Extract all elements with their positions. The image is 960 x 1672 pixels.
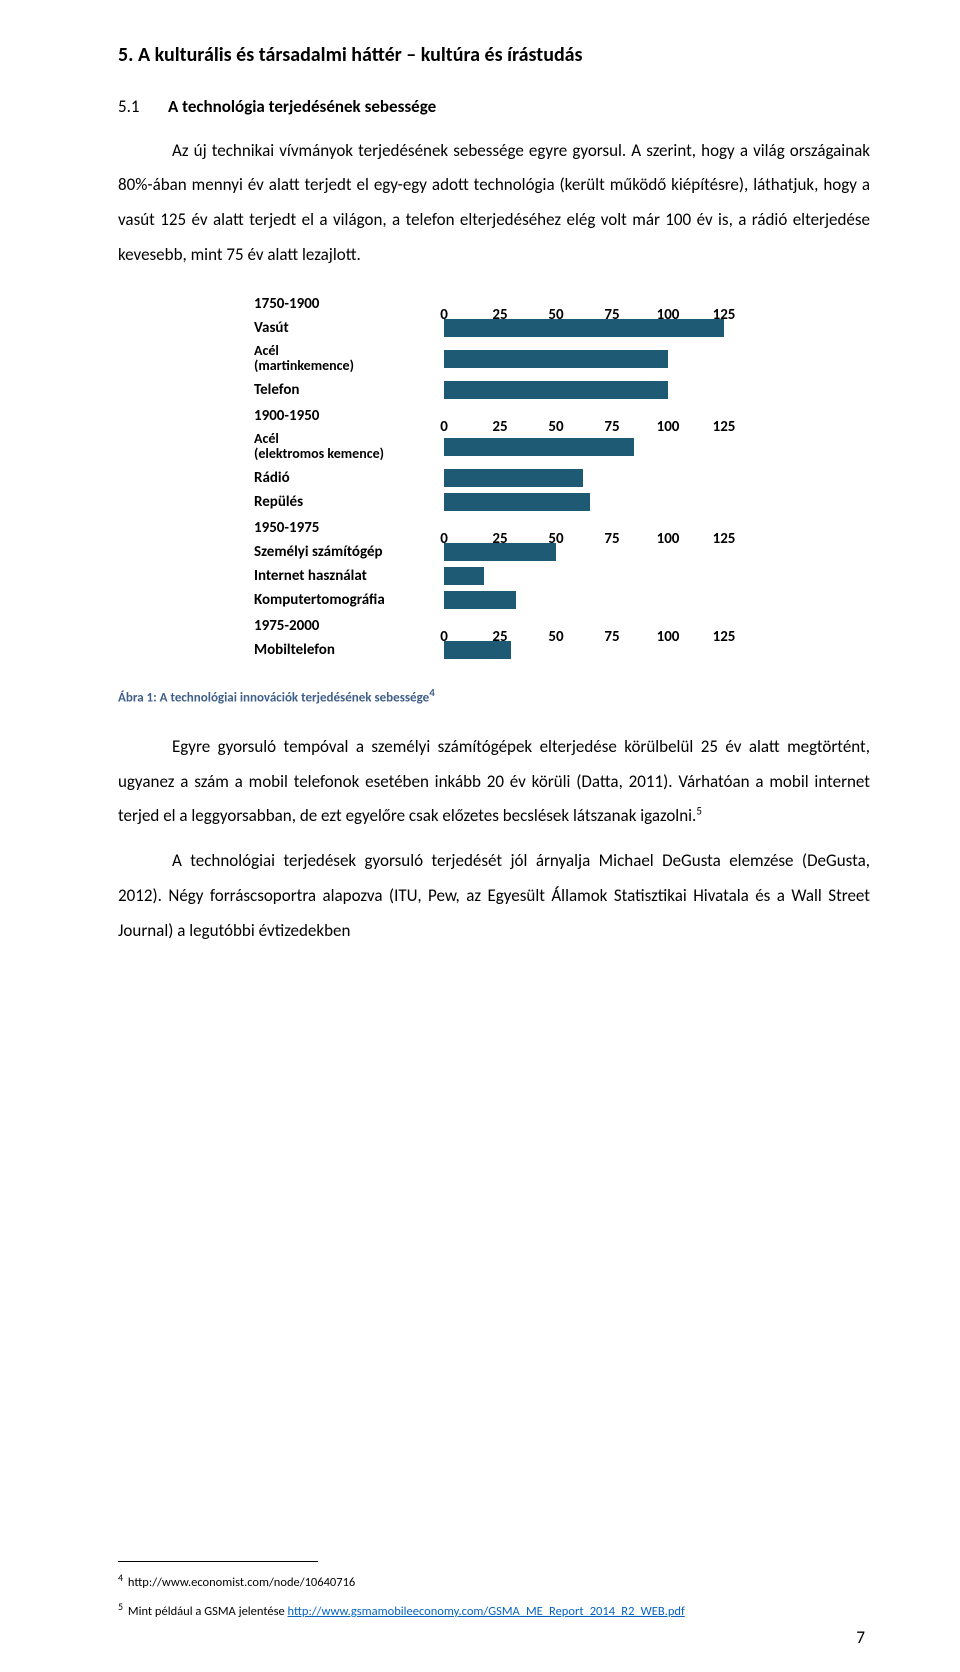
chart-bar-fill xyxy=(444,567,484,585)
chart-section: 1900-19500255075100125Acél(elektromos ke… xyxy=(254,405,734,513)
chart-bar-label: Komputertomográfia xyxy=(254,592,444,609)
chart-range-label: 1750-1900 xyxy=(254,293,444,316)
chart-bar-row: Rádió xyxy=(254,467,734,489)
chart-bar-label: Rádió xyxy=(254,470,444,487)
chart-bar-label: Internet használat xyxy=(254,568,444,585)
chart-bar-container xyxy=(444,319,724,337)
chart-bar-label: Acél(martinkemence) xyxy=(254,344,444,373)
chart-bar-label: Mobiltelefon xyxy=(254,642,444,659)
chart-section: 1750-19000255075100125 Vasút Acél(martinke… xyxy=(254,293,734,401)
chart-bar-row: Acél(martinkemence) xyxy=(254,341,734,377)
footnote: 4 http://www.economist.com/node/10640716 xyxy=(118,1570,870,1593)
chart-bar-fill xyxy=(444,543,556,561)
chart-tick-label: 75 xyxy=(604,416,619,439)
footnote-text: http://www.economist.com/node/10640716 xyxy=(125,1575,355,1590)
chart-axis-row: 1975-20000255075100125 xyxy=(254,615,734,637)
paragraph-2b-text: A technológiai terjedések gyorsuló terje… xyxy=(118,850,870,941)
paragraph-1: Az új technikai vívmányok terjedésének s… xyxy=(118,134,870,273)
footnote-number: 4 xyxy=(118,1571,123,1584)
footnote-link[interactable]: http://www.gsmamobileeconomy.com/GSMA_ME… xyxy=(288,1604,685,1619)
chart-section: 1975-20000255075100125 Mobiltelefon xyxy=(254,615,734,661)
footnote-text: Mint például a GSMA jelentése xyxy=(125,1604,287,1619)
chart-bar-label: Acél(elektromos kemence) xyxy=(254,432,444,461)
chart-bar-label: Repülés xyxy=(254,494,444,511)
chart-tick-label: 50 xyxy=(548,416,563,439)
paragraph-3: A technológiai terjedések gyorsuló terje… xyxy=(118,844,870,949)
chart-axis-row: 1750-19000255075100125 xyxy=(254,293,734,315)
chart-bar-label: Vasút xyxy=(254,320,444,337)
chart-tick-label: 25 xyxy=(492,416,507,439)
subsection-number: 5.1 xyxy=(118,94,168,120)
chart-bar-row: Komputertomográfia xyxy=(254,589,734,611)
chart-bar-container xyxy=(444,493,724,511)
technology-spread-chart: 1750-19000255075100125VasútAcél(martinke… xyxy=(254,293,734,661)
chart-range-label: 1900-1950 xyxy=(254,405,444,428)
chart-axis-row: 1900-19500255075100125 xyxy=(254,405,734,427)
paragraph-2a-sup: 5 xyxy=(696,805,702,818)
page-number: 7 xyxy=(856,1625,865,1651)
chart-bar-row: Telefon xyxy=(254,379,734,401)
chart-bar-fill xyxy=(444,381,668,399)
chart-tick-label: 125 xyxy=(713,416,736,439)
chart-range-label: 1950-1975 xyxy=(254,517,444,540)
chart-bar-label: Telefon xyxy=(254,382,444,399)
chart-bar-container xyxy=(444,350,724,368)
chart-bar-label: Személyi számítógép xyxy=(254,544,444,561)
footnote: 5 Mint például a GSMA jelentése http://w… xyxy=(118,1599,870,1622)
footnote-number: 5 xyxy=(118,1600,123,1613)
chart-bar-container xyxy=(444,469,724,487)
figure-caption: Ábra 1: A technológiai innovációk terjed… xyxy=(118,685,870,708)
chart-tick-label: 0 xyxy=(440,416,448,439)
section-heading: 5. A kulturális és társadalmi háttér – k… xyxy=(118,40,870,70)
paragraph-1-text: Az új technikai vívmányok terjedésének s… xyxy=(118,140,870,266)
chart-bar-row: Vasút xyxy=(254,317,734,339)
subsection-title: A technológia terjedésének sebessége xyxy=(168,94,436,120)
footnotes-block: 4 http://www.economist.com/node/10640716… xyxy=(118,1561,870,1622)
chart-bar-row: Repülés xyxy=(254,491,734,513)
figure-caption-text: Ábra 1: A technológiai innovációk terjed… xyxy=(118,690,429,705)
chart-section: 1950-19750255075100125 Személyi számítógé… xyxy=(254,517,734,611)
chart-bar-fill xyxy=(444,469,583,487)
chart-bar-container xyxy=(444,641,724,659)
paragraph-2: Egyre gyorsuló tempóval a személyi számí… xyxy=(118,730,870,835)
chart-bar-fill xyxy=(444,319,724,337)
chart-bar-fill xyxy=(444,493,590,511)
paragraph-2a-text: Egyre gyorsuló tempóval a személyi számí… xyxy=(118,736,870,827)
chart-bar-fill xyxy=(444,591,516,609)
footnote-separator xyxy=(118,1561,318,1562)
chart-bar-container xyxy=(444,567,724,585)
figure-caption-sup: 4 xyxy=(429,686,435,699)
chart-bar-container xyxy=(444,591,724,609)
chart-bar-row: Internet használat xyxy=(254,565,734,587)
chart-bar-row: Mobiltelefon xyxy=(254,639,734,661)
subsection-heading: 5.1 A technológia terjedésének sebessége xyxy=(118,94,870,120)
chart-axis-row: 1950-19750255075100125 xyxy=(254,517,734,539)
chart-range-label: 1975-2000 xyxy=(254,615,444,638)
chart-bar-container xyxy=(444,543,724,561)
chart-bar-row: Személyi számítógép xyxy=(254,541,734,563)
chart-tick-label: 100 xyxy=(657,416,680,439)
chart-bar-container xyxy=(444,381,724,399)
chart-bar-fill xyxy=(444,350,668,368)
chart-bar-fill xyxy=(444,641,511,659)
chart-bar-fill xyxy=(444,438,634,456)
chart-bar-container xyxy=(444,438,724,456)
